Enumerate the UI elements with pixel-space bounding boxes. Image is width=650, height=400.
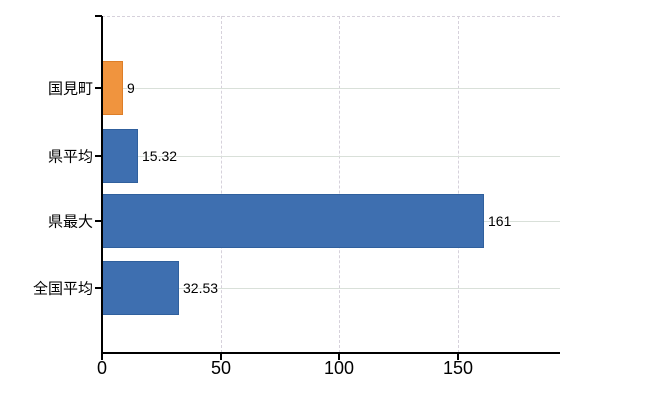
x-tick-label: 50 bbox=[210, 358, 232, 378]
y-axis-line bbox=[101, 16, 103, 359]
x-axis-tick bbox=[457, 354, 459, 360]
value-label: 32.53 bbox=[183, 280, 219, 296]
vertical-gridline bbox=[221, 16, 222, 353]
horizontal-gridline bbox=[102, 288, 560, 289]
bar bbox=[102, 61, 123, 115]
category-label: 国見町 bbox=[47, 80, 93, 98]
horizontal-gridline bbox=[102, 156, 560, 157]
horizontal-gridline bbox=[102, 88, 560, 89]
bar bbox=[102, 194, 484, 248]
y-axis-tick bbox=[95, 287, 102, 289]
category-label: 県平均 bbox=[47, 148, 93, 166]
value-label: 9 bbox=[127, 80, 135, 96]
x-axis-tick bbox=[220, 354, 222, 360]
bar bbox=[102, 129, 138, 183]
y-axis-tick bbox=[95, 87, 102, 89]
x-axis-tick bbox=[101, 354, 103, 360]
x-axis-tick bbox=[338, 354, 340, 360]
vertical-gridline bbox=[458, 16, 459, 353]
y-axis-top-tick bbox=[95, 15, 102, 17]
vertical-gridline bbox=[339, 16, 340, 353]
x-tick-label: 150 bbox=[442, 358, 474, 378]
category-label: 県最大 bbox=[47, 213, 93, 231]
bar bbox=[102, 261, 179, 315]
category-label: 全国平均 bbox=[32, 280, 93, 298]
value-label: 15.32 bbox=[142, 148, 178, 164]
value-label: 161 bbox=[488, 213, 512, 229]
y-axis-tick bbox=[95, 155, 102, 157]
y-axis-tick bbox=[95, 220, 102, 222]
plot-top-border bbox=[102, 16, 560, 17]
x-tick-label: 0 bbox=[96, 358, 108, 378]
x-tick-label: 100 bbox=[323, 358, 355, 378]
x-axis-line bbox=[101, 352, 560, 354]
